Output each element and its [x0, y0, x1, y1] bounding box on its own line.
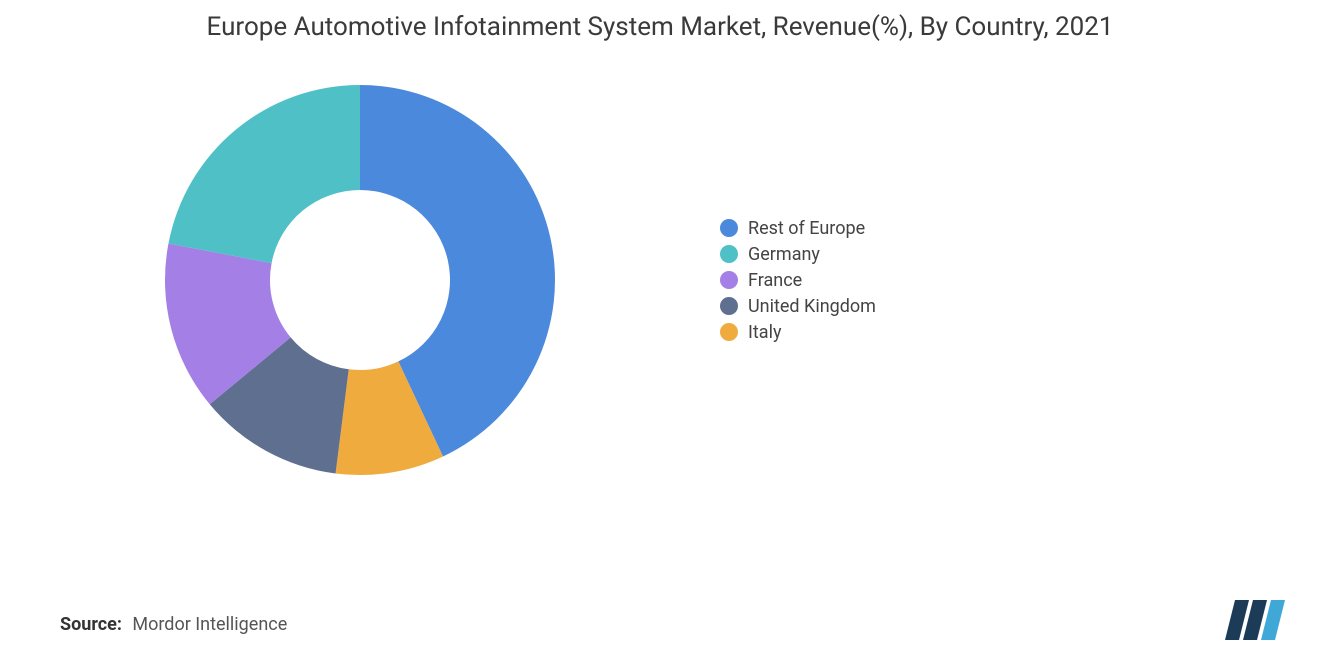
legend-label: Rest of Europe [748, 218, 865, 239]
legend-item: Italy [720, 322, 876, 343]
figure-container: Europe Automotive Infotainment System Ma… [0, 0, 1320, 665]
legend-label: Germany [748, 244, 820, 265]
legend-swatch-icon [720, 245, 738, 263]
legend: Rest of Europe Germany France United Kingdo… [720, 218, 876, 343]
legend-swatch-icon [720, 271, 738, 289]
legend-swatch-icon [720, 323, 738, 341]
donut-slice [168, 85, 360, 263]
source-text: Mordor Intelligence [132, 614, 287, 635]
source-line: Source: Mordor Intelligence [60, 614, 287, 635]
legend-label: United Kingdom [748, 296, 876, 317]
donut-wrapper [60, 55, 660, 505]
legend-item: Rest of Europe [720, 218, 876, 239]
brand-logo-icon [1225, 600, 1285, 640]
source-label: Source: [60, 614, 122, 635]
legend-item: United Kingdom [720, 296, 876, 317]
chart-area: Rest of Europe Germany France United Kingdo… [60, 55, 1260, 505]
legend-swatch-icon [720, 297, 738, 315]
legend-swatch-icon [720, 219, 738, 237]
legend-label: Italy [748, 322, 781, 343]
donut-chart [60, 55, 660, 505]
legend-label: France [748, 270, 802, 291]
chart-title: Europe Automotive Infotainment System Ma… [110, 10, 1210, 45]
legend-item: Germany [720, 244, 876, 265]
legend-item: France [720, 270, 876, 291]
